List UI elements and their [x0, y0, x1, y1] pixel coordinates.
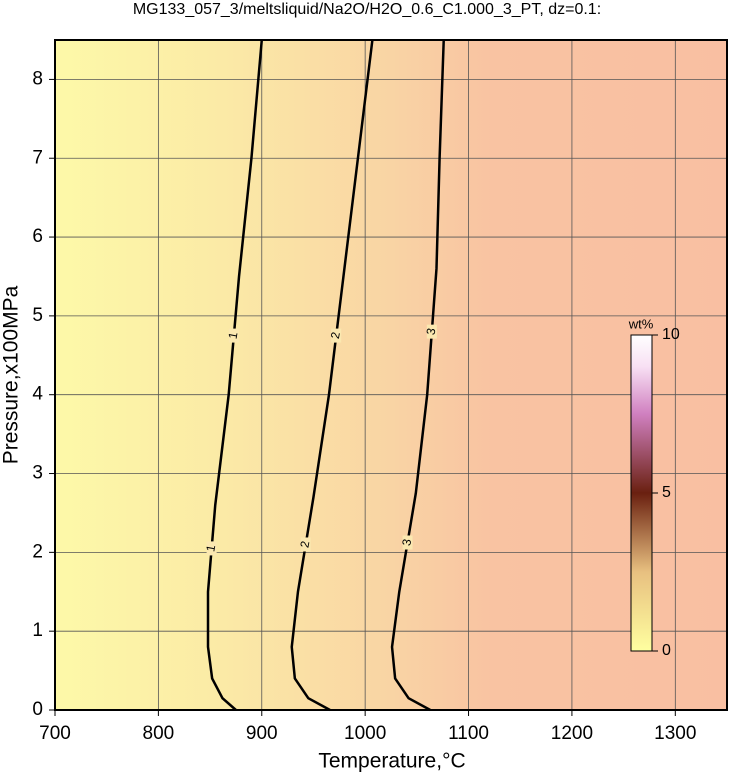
contour-label-bg — [426, 324, 437, 339]
contour-label-bg — [228, 328, 239, 343]
x-tick-label: 1100 — [448, 723, 489, 744]
contour-label: 3 — [399, 538, 414, 547]
contour-label: 1 — [203, 543, 218, 552]
colorbar-tick-label: 5 — [662, 484, 671, 501]
colorbar-label: wt% — [628, 316, 654, 331]
y-tick-label: 4 — [32, 384, 43, 405]
y-tick-label: 2 — [32, 541, 43, 562]
x-tick-label: 800 — [143, 723, 175, 744]
x-tick-label: 700 — [39, 723, 71, 744]
contour-label: 2 — [328, 331, 343, 340]
plot-frame — [54, 39, 728, 711]
x-tick-label: 900 — [246, 723, 278, 744]
y-tick-label: 6 — [32, 226, 43, 247]
y-tick-label: 5 — [32, 305, 43, 326]
y-tick-label: 0 — [32, 699, 43, 720]
contour-label: 3 — [424, 327, 439, 336]
contour-label-bg — [300, 537, 311, 552]
plot-background — [55, 40, 727, 710]
contour-label-bg — [206, 541, 217, 556]
colorbar-tick-label: 10 — [662, 326, 680, 343]
contour-label-bg — [402, 535, 413, 550]
x-tick-label: 1200 — [551, 723, 593, 744]
contour-label: 2 — [297, 540, 312, 549]
colorbar-tick-label: 0 — [662, 642, 671, 659]
chart-title: MG133_057_3/meltsliquid/Na2O/H2O_0.6_C1.… — [133, 1, 601, 18]
y-axis-label: Pressure,x100MPa — [0, 285, 23, 464]
contour-label-bg — [331, 328, 342, 343]
colorbar — [630, 334, 653, 652]
y-tick-label: 8 — [32, 68, 43, 89]
contour-label: 1 — [226, 331, 241, 340]
y-tick-label: 1 — [32, 620, 43, 641]
y-tick-label: 7 — [32, 147, 43, 168]
x-tick-label: 1300 — [654, 723, 696, 744]
x-axis-label: Temperature,°C — [318, 750, 465, 773]
x-tick-label: 1000 — [344, 723, 386, 744]
y-tick-label: 3 — [32, 463, 43, 484]
